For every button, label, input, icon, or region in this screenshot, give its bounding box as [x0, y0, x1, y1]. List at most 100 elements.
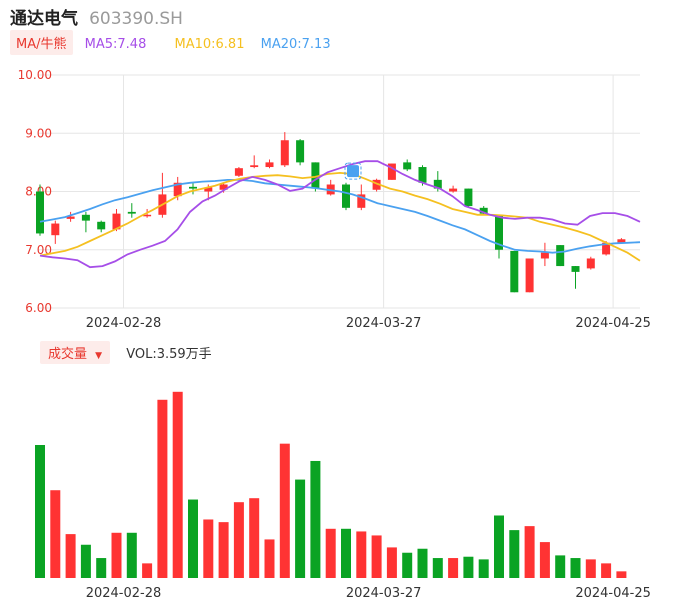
- candle-body: [433, 179, 442, 189]
- candle-body: [387, 163, 396, 180]
- candle-body: [296, 140, 305, 163]
- candle-body: [97, 221, 106, 230]
- volume-bar: [555, 555, 566, 578]
- ma5-line: [39, 160, 641, 269]
- volume-bar: [585, 559, 596, 578]
- volume-bar: [188, 499, 198, 578]
- volume-bar: [264, 539, 275, 578]
- candle: [280, 132, 289, 168]
- volume-bar: [448, 558, 459, 578]
- date-tick-label: 2024-04-25: [575, 316, 651, 331]
- candle-body: [204, 187, 213, 192]
- candle: [387, 163, 396, 180]
- volume-toggle-button[interactable]: 成交量 ▼: [40, 341, 111, 364]
- volume-bars: [35, 391, 627, 578]
- volume-bar: [310, 460, 321, 578]
- candle-body: [189, 186, 197, 189]
- ma20-legend-label: MA20:7.13: [260, 37, 331, 52]
- volume-bar: [478, 559, 489, 578]
- volume-bar: [80, 544, 91, 578]
- candle-body: [357, 194, 366, 208]
- candle: [510, 250, 519, 293]
- volume-bar: [203, 519, 214, 578]
- candle-body: [173, 182, 182, 197]
- ma20-line: [39, 178, 641, 254]
- volume-toggle-label: 成交量: [48, 347, 88, 362]
- candle: [97, 220, 106, 233]
- price-tick-label: 9.00: [25, 126, 52, 140]
- candle: [265, 159, 274, 169]
- ma10-line: [39, 171, 641, 262]
- candle-body: [571, 266, 580, 272]
- marker-frame: [344, 162, 362, 180]
- candle: [403, 159, 412, 172]
- price-tick-label: 10.00: [18, 68, 52, 82]
- candle: [342, 182, 350, 211]
- date-tick-label: 2024-04-25: [575, 586, 651, 601]
- candle: [464, 188, 473, 208]
- marker: [344, 162, 362, 180]
- candle-body: [617, 239, 626, 243]
- date-tick-label: 2024-03-27: [346, 316, 422, 331]
- candle: [296, 139, 305, 166]
- volume-bar: [218, 522, 229, 578]
- ma-toggle-button[interactable]: MA/牛熊: [10, 30, 73, 55]
- price-tick-label: 6.00: [25, 301, 52, 315]
- candle: [586, 256, 595, 270]
- candle: [449, 185, 458, 193]
- candle-body: [36, 191, 44, 234]
- volume-bar: [172, 391, 183, 578]
- volume-bar: [96, 558, 107, 578]
- candle-body: [265, 162, 274, 168]
- candle-body: [51, 223, 60, 236]
- volume-legend: 成交量 ▼ VOL:3.59万手: [40, 341, 212, 364]
- volume-bar: [65, 534, 76, 578]
- volume-bar: [142, 563, 153, 578]
- candle-body: [403, 162, 412, 170]
- candle-body: [66, 216, 75, 219]
- candle-body: [311, 162, 320, 189]
- volume-bar: [295, 479, 306, 578]
- volume-bar: [386, 547, 397, 578]
- stock-name: 通达电气: [10, 9, 78, 29]
- stock-code: 603390.SH: [89, 9, 183, 29]
- price-axis: 10.009.008.007.006.00: [18, 68, 52, 315]
- volume-bar: [616, 571, 627, 578]
- candle-body: [510, 250, 519, 293]
- ma5-legend-label: MA5:7.48: [84, 37, 147, 52]
- candle-body: [342, 184, 350, 208]
- date-axis-top: 2024-02-28 2024-03-27 2024-04-25: [86, 316, 651, 331]
- candle-body: [112, 213, 121, 230]
- candle-body: [495, 215, 503, 250]
- candle: [81, 211, 90, 233]
- caret-down-icon: ▼: [95, 351, 103, 361]
- volume-bar: [35, 445, 45, 578]
- marker-icon: [347, 165, 359, 178]
- candle-body: [449, 188, 458, 192]
- candle-body: [143, 214, 152, 217]
- candle: [189, 182, 197, 195]
- volume-bar: [601, 563, 612, 578]
- ma-lines: [39, 160, 641, 269]
- date-tick-label: 2024-03-27: [346, 586, 422, 601]
- candle-body: [418, 167, 427, 183]
- candle: [326, 179, 335, 196]
- candle-body: [250, 165, 259, 168]
- candle: [372, 178, 381, 192]
- candle: [540, 242, 549, 267]
- volume-bar: [279, 443, 290, 578]
- candle: [525, 258, 534, 293]
- candle: [571, 266, 580, 289]
- date-tick-label: 2024-02-28: [86, 586, 162, 601]
- volume-bar: [233, 502, 244, 578]
- volume-bar: [570, 558, 581, 578]
- candle: [234, 167, 243, 177]
- candle: [158, 172, 167, 218]
- candle-body: [479, 207, 488, 214]
- candle-body: [464, 188, 473, 207]
- candle-body: [586, 258, 595, 269]
- candle-body: [556, 245, 565, 267]
- volume-bar: [325, 528, 336, 578]
- volume-bar: [157, 399, 168, 578]
